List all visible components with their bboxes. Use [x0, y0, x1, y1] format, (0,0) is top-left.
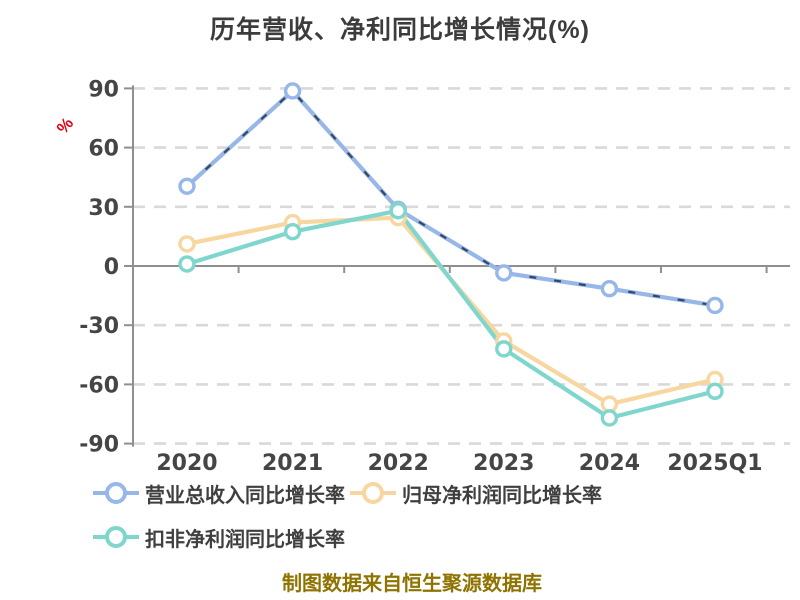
y-tick-label: 30 [88, 196, 119, 221]
y-tick-label: -60 [79, 373, 119, 398]
series-line-dash-overlay [186, 89, 716, 307]
data-point-2-2023[interactable] [495, 340, 513, 358]
series-line-1 [184, 215, 718, 407]
x-tick-label: 2024 [579, 451, 640, 476]
series-line-2 [184, 208, 718, 421]
line-marker-icon [93, 482, 139, 504]
y-tick-label: -90 [79, 433, 119, 458]
chart-title: 历年营收、净利同比增长情况(%) [210, 16, 590, 44]
data-point-0-2025Q1[interactable] [706, 296, 724, 315]
series-line-0 [184, 88, 718, 308]
legend-label: 扣非净利润同比增长率 [145, 528, 345, 551]
legend-item-net-profit-yoy[interactable]: 归母净利润同比增长率 [350, 477, 602, 509]
y-tick-label: -30 [79, 314, 119, 339]
x-tick-label: 2021 [262, 451, 323, 476]
data-point-1-2020[interactable] [178, 235, 196, 253]
legend-label: 营业总收入同比增长率 [145, 484, 345, 507]
data-point-0-2021[interactable] [283, 82, 302, 100]
data-point-0-2023[interactable] [495, 264, 513, 282]
legend-item-deducted-net-profit-yoy[interactable]: 扣非净利润同比增长率 [93, 521, 345, 553]
x-tick-label: 2025Q1 [667, 451, 762, 476]
line-marker-icon [350, 482, 396, 504]
data-point-0-2024[interactable] [600, 279, 619, 298]
x-tick-label: 2020 [156, 451, 217, 476]
legend-label: 归母净利润同比增长率 [402, 484, 602, 507]
data-source-note: 制图数据来自恒生聚源数据库 [282, 573, 542, 595]
y-tick-label: 60 [88, 137, 119, 162]
data-point-2-2024[interactable] [600, 409, 619, 427]
x-tick-label: 2022 [368, 451, 429, 476]
line-marker-icon [93, 526, 139, 548]
legend-item-total-revenue-yoy[interactable]: 营业总收入同比增长率 [93, 477, 345, 509]
data-point-2-2025Q1[interactable] [706, 382, 724, 401]
data-point-1-2024[interactable] [600, 395, 619, 413]
data-point-2-2020[interactable] [178, 255, 196, 273]
data-point-2-2021[interactable] [283, 222, 302, 241]
y-tick-label: 0 [104, 255, 119, 280]
y-tick-label: 90 [88, 77, 119, 102]
x-tick-label: 2023 [473, 451, 534, 476]
data-point-2-2022[interactable] [389, 202, 407, 220]
data-point-0-2020[interactable] [178, 177, 196, 195]
